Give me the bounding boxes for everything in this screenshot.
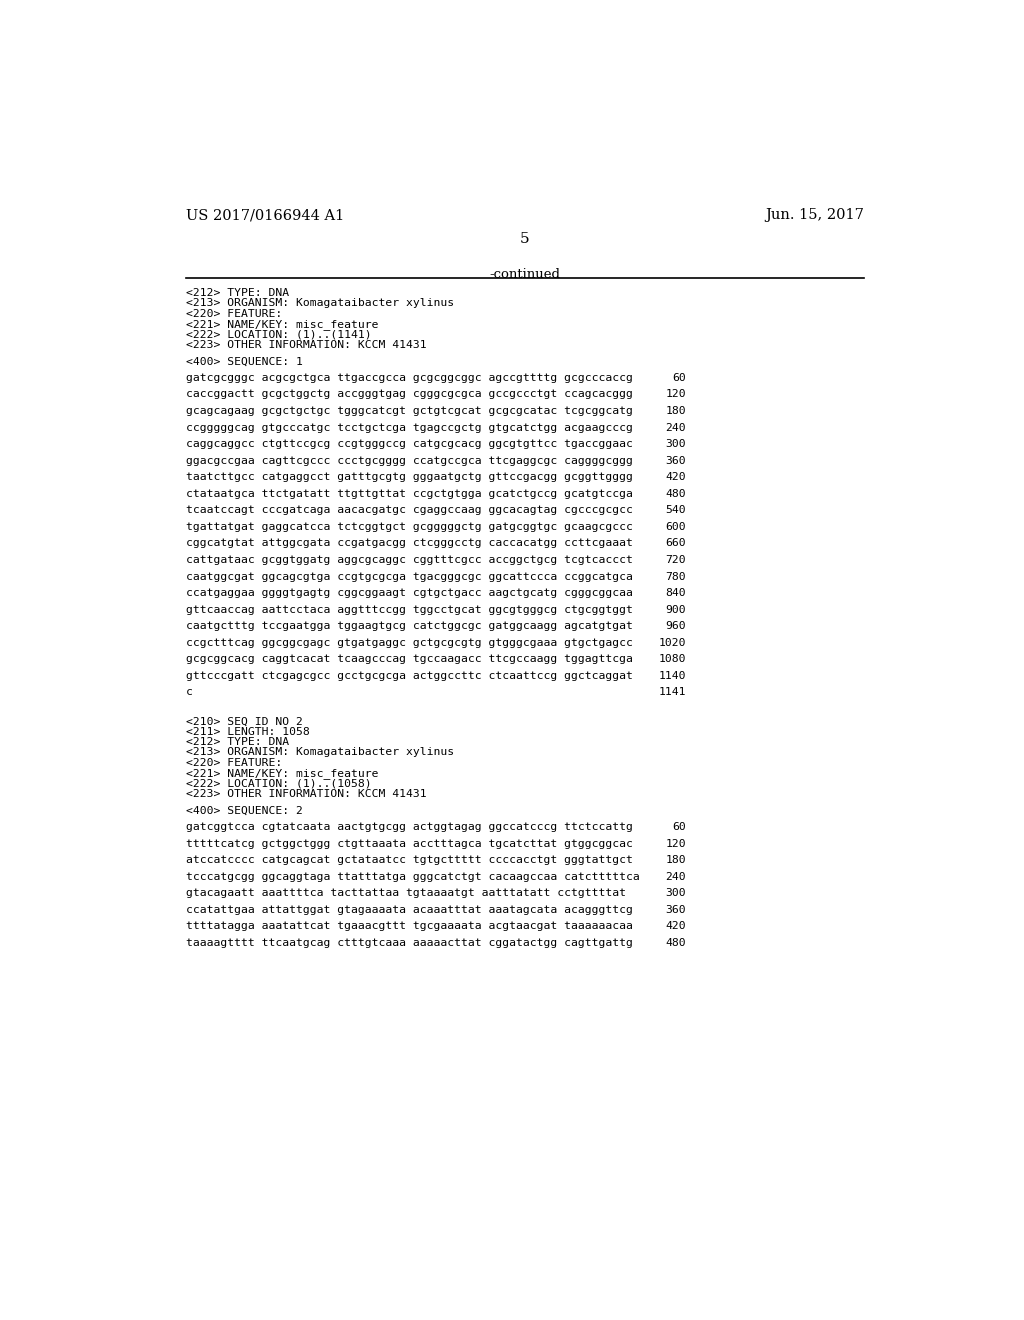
Text: cggcatgtat attggcgata ccgatgacgg ctcgggcctg caccacatgg ccttcgaaat: cggcatgtat attggcgata ccgatgacgg ctcgggc…: [186, 539, 633, 548]
Text: <221> NAME/KEY: misc_feature: <221> NAME/KEY: misc_feature: [186, 319, 379, 330]
Text: 5: 5: [520, 231, 529, 246]
Text: gtacagaatt aaattttca tacttattaa tgtaaaatgt aatttatatt cctgttttat: gtacagaatt aaattttca tacttattaa tgtaaaat…: [186, 888, 626, 899]
Text: 180: 180: [666, 855, 686, 865]
Text: 1080: 1080: [658, 655, 686, 664]
Text: <220> FEATURE:: <220> FEATURE:: [186, 758, 283, 768]
Text: gttcaaccag aattcctaca aggtttccgg tggcctgcat ggcgtgggcg ctgcggtggt: gttcaaccag aattcctaca aggtttccgg tggcctg…: [186, 605, 633, 615]
Text: ccatgaggaa ggggtgagtg cggcggaagt cgtgctgacc aagctgcatg cgggcggcaa: ccatgaggaa ggggtgagtg cggcggaagt cgtgctg…: [186, 589, 633, 598]
Text: cattgataac gcggtggatg aggcgcaggc cggtttcgcc accggctgcg tcgtcaccct: cattgataac gcggtggatg aggcgcaggc cggtttc…: [186, 554, 633, 565]
Text: US 2017/0166944 A1: US 2017/0166944 A1: [186, 209, 344, 223]
Text: <223> OTHER INFORMATION: KCCM 41431: <223> OTHER INFORMATION: KCCM 41431: [186, 789, 427, 799]
Text: taatcttgcc catgaggcct gatttgcgtg gggaatgctg gttccgacgg gcggttgggg: taatcttgcc catgaggcct gatttgcgtg gggaatg…: [186, 473, 633, 482]
Text: 540: 540: [666, 506, 686, 515]
Text: 780: 780: [666, 572, 686, 582]
Text: 300: 300: [666, 440, 686, 449]
Text: -continued: -continued: [489, 268, 560, 281]
Text: <400> SEQUENCE: 2: <400> SEQUENCE: 2: [186, 805, 303, 816]
Text: <221> NAME/KEY: misc_feature: <221> NAME/KEY: misc_feature: [186, 768, 379, 779]
Text: 600: 600: [666, 521, 686, 532]
Text: caggcaggcc ctgttccgcg ccgtgggccg catgcgcacg ggcgtgttcc tgaccggaac: caggcaggcc ctgttccgcg ccgtgggccg catgcgc…: [186, 440, 633, 449]
Text: 240: 240: [666, 422, 686, 433]
Text: <213> ORGANISM: Komagataibacter xylinus: <213> ORGANISM: Komagataibacter xylinus: [186, 747, 455, 758]
Text: ccgctttcag ggcggcgagc gtgatgaggc gctgcgcgtg gtgggcgaaa gtgctgagcc: ccgctttcag ggcggcgagc gtgatgaggc gctgcgc…: [186, 638, 633, 648]
Text: 480: 480: [666, 939, 686, 948]
Text: <222> LOCATION: (1)..(1058): <222> LOCATION: (1)..(1058): [186, 779, 372, 788]
Text: 240: 240: [666, 871, 686, 882]
Text: 660: 660: [666, 539, 686, 548]
Text: <223> OTHER INFORMATION: KCCM 41431: <223> OTHER INFORMATION: KCCM 41431: [186, 339, 427, 350]
Text: Jun. 15, 2017: Jun. 15, 2017: [765, 209, 864, 223]
Text: <400> SEQUENCE: 1: <400> SEQUENCE: 1: [186, 356, 303, 366]
Text: 60: 60: [672, 822, 686, 832]
Text: 1020: 1020: [658, 638, 686, 648]
Text: 360: 360: [666, 906, 686, 915]
Text: caatggcgat ggcagcgtga ccgtgcgcga tgacgggcgc ggcattccca ccggcatgca: caatggcgat ggcagcgtga ccgtgcgcga tgacggg…: [186, 572, 633, 582]
Text: atccatcccc catgcagcat gctataatcc tgtgcttttt ccccacctgt gggtattgct: atccatcccc catgcagcat gctataatcc tgtgctt…: [186, 855, 633, 865]
Text: caatgctttg tccgaatgga tggaagtgcg catctggcgc gatggcaagg agcatgtgat: caatgctttg tccgaatgga tggaagtgcg catctgg…: [186, 622, 633, 631]
Text: tcaatccagt cccgatcaga aacacgatgc cgaggccaag ggcacagtag cgcccgcgcc: tcaatccagt cccgatcaga aacacgatgc cgaggcc…: [186, 506, 633, 515]
Text: ccgggggcag gtgcccatgc tcctgctcga tgagccgctg gtgcatctgg acgaagcccg: ccgggggcag gtgcccatgc tcctgctcga tgagccg…: [186, 422, 633, 433]
Text: 300: 300: [666, 888, 686, 899]
Text: <220> FEATURE:: <220> FEATURE:: [186, 309, 283, 318]
Text: 180: 180: [666, 407, 686, 416]
Text: c: c: [186, 688, 193, 697]
Text: gatcggtcca cgtatcaata aactgtgcgg actggtagag ggccatcccg ttctccattg: gatcggtcca cgtatcaata aactgtgcgg actggta…: [186, 822, 633, 832]
Text: 720: 720: [666, 554, 686, 565]
Text: gatcgcgggc acgcgctgca ttgaccgcca gcgcggcggc agccgttttg gcgcccaccg: gatcgcgggc acgcgctgca ttgaccgcca gcgcggc…: [186, 372, 633, 383]
Text: 60: 60: [672, 372, 686, 383]
Text: 360: 360: [666, 455, 686, 466]
Text: gcagcagaag gcgctgctgc tgggcatcgt gctgtcgcat gcgcgcatac tcgcggcatg: gcagcagaag gcgctgctgc tgggcatcgt gctgtcg…: [186, 407, 633, 416]
Text: <212> TYPE: DNA: <212> TYPE: DNA: [186, 288, 289, 298]
Text: <222> LOCATION: (1)..(1141): <222> LOCATION: (1)..(1141): [186, 330, 372, 339]
Text: taaaagtttt ttcaatgcag ctttgtcaaa aaaaacttat cggatactgg cagttgattg: taaaagtttt ttcaatgcag ctttgtcaaa aaaaact…: [186, 939, 633, 948]
Text: 840: 840: [666, 589, 686, 598]
Text: ttttatagga aaatattcat tgaaacgttt tgcgaaaata acgtaacgat taaaaaacaa: ttttatagga aaatattcat tgaaacgttt tgcgaaa…: [186, 921, 633, 932]
Text: tttttcatcg gctggctggg ctgttaaata acctttagca tgcatcttat gtggcggcac: tttttcatcg gctggctggg ctgttaaata accttta…: [186, 838, 633, 849]
Text: <211> LENGTH: 1058: <211> LENGTH: 1058: [186, 726, 310, 737]
Text: gcgcggcacg caggtcacat tcaagcccag tgccaagacc ttcgccaagg tggagttcga: gcgcggcacg caggtcacat tcaagcccag tgccaag…: [186, 655, 633, 664]
Text: caccggactt gcgctggctg accgggtgag cgggcgcgca gccgccctgt ccagcacggg: caccggactt gcgctggctg accgggtgag cgggcgc…: [186, 389, 633, 400]
Text: tcccatgcgg ggcaggtaga ttatttatga gggcatctgt cacaagccaa catctttttca: tcccatgcgg ggcaggtaga ttatttatga gggcatc…: [186, 871, 640, 882]
Text: 480: 480: [666, 488, 686, 499]
Text: ccatattgaa attattggat gtagaaaata acaaatttat aaatagcata acagggttcg: ccatattgaa attattggat gtagaaaata acaaatt…: [186, 906, 633, 915]
Text: <213> ORGANISM: Komagataibacter xylinus: <213> ORGANISM: Komagataibacter xylinus: [186, 298, 455, 308]
Text: <210> SEQ ID NO 2: <210> SEQ ID NO 2: [186, 717, 303, 726]
Text: 420: 420: [666, 921, 686, 932]
Text: 1141: 1141: [658, 688, 686, 697]
Text: <212> TYPE: DNA: <212> TYPE: DNA: [186, 737, 289, 747]
Text: 420: 420: [666, 473, 686, 482]
Text: 960: 960: [666, 622, 686, 631]
Text: 900: 900: [666, 605, 686, 615]
Text: 120: 120: [666, 389, 686, 400]
Text: ggacgccgaa cagttcgccc ccctgcgggg ccatgccgca ttcgaggcgc caggggcggg: ggacgccgaa cagttcgccc ccctgcgggg ccatgcc…: [186, 455, 633, 466]
Text: gttcccgatt ctcgagcgcc gcctgcgcga actggccttc ctcaattccg ggctcaggat: gttcccgatt ctcgagcgcc gcctgcgcga actggcc…: [186, 671, 633, 681]
Text: ctataatgca ttctgatatt ttgttgttat ccgctgtgga gcatctgccg gcatgtccga: ctataatgca ttctgatatt ttgttgttat ccgctgt…: [186, 488, 633, 499]
Text: tgattatgat gaggcatcca tctcggtgct gcgggggctg gatgcggtgc gcaagcgccc: tgattatgat gaggcatcca tctcggtgct gcggggg…: [186, 521, 633, 532]
Text: 1140: 1140: [658, 671, 686, 681]
Text: 120: 120: [666, 838, 686, 849]
